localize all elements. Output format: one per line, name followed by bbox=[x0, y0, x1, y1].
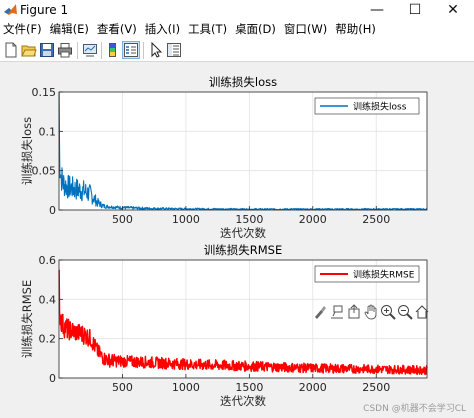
chart-title: 训练损失loss bbox=[209, 75, 277, 89]
menu-edit[interactable]: 编辑(E) bbox=[49, 22, 89, 36]
menu-file[interactable]: 文件(F) bbox=[3, 22, 42, 36]
axes-box bbox=[58, 259, 428, 379]
edit-plot-icon[interactable] bbox=[148, 42, 164, 58]
home-icon[interactable] bbox=[414, 304, 430, 320]
y-tick-label: 0.05 bbox=[32, 165, 57, 178]
axes-box bbox=[58, 91, 428, 211]
x-tick-label: 2000 bbox=[299, 381, 327, 394]
close-icon: ✕ bbox=[447, 2, 459, 18]
y-axis-label: 训练损失loss bbox=[20, 117, 34, 185]
watermark: CSDN @机器不会学习CL bbox=[363, 404, 466, 414]
chart-2: 500 1000 1500 2000 2500 0 0.2 0.4 0.6 训练损失RMSE 迭代次… bbox=[20, 243, 428, 408]
y-tick-label: 0.2 bbox=[39, 333, 57, 346]
zoom-out-icon[interactable] bbox=[397, 304, 413, 320]
y-tick-label: 0.1 bbox=[39, 125, 57, 138]
series-line bbox=[58, 269, 428, 376]
zoom-in-icon[interactable] bbox=[380, 304, 396, 320]
series-line bbox=[58, 91, 428, 211]
brush-icon[interactable] bbox=[312, 304, 328, 320]
chart-title: 训练损失RMSE bbox=[204, 243, 282, 257]
insert-legend-icon[interactable] bbox=[122, 41, 140, 59]
data-tips-icon[interactable] bbox=[329, 304, 345, 320]
maximize-icon: ☐ bbox=[408, 2, 422, 18]
new-figure-icon[interactable] bbox=[3, 42, 19, 58]
figure-toolbar bbox=[0, 39, 474, 62]
menu-tools[interactable]: 工具(T) bbox=[188, 22, 228, 36]
x-tick-label: 1500 bbox=[235, 381, 263, 394]
window-title: Figure 1 bbox=[20, 3, 69, 17]
y-tick-label: 0.15 bbox=[32, 86, 57, 99]
toolbar-separator bbox=[77, 42, 78, 59]
x-axis-label: 迭代次数 bbox=[220, 226, 266, 240]
y-tick-label: 0.6 bbox=[39, 254, 57, 267]
print-icon[interactable] bbox=[57, 42, 73, 58]
x-axis-label: 迭代次数 bbox=[220, 394, 266, 408]
x-tick-label: 1500 bbox=[235, 213, 263, 226]
figure-plots: 500 1000 1500 2000 2500 0 0.05 0.1 0.15 训练损失loss 迭… bbox=[20, 75, 428, 408]
property-inspector-icon[interactable] bbox=[166, 42, 182, 58]
window-titlebar: Figure 1 — ☐ ✕ bbox=[0, 0, 474, 21]
minimize-icon: — bbox=[370, 2, 384, 18]
menu-bar: 文件(F) 编辑(E) 查看(V) 插入(I) 工具(T) 桌面(D) 窗口(W… bbox=[0, 20, 474, 39]
x-tick-label: 2500 bbox=[362, 381, 390, 394]
minimize-button[interactable]: — bbox=[358, 0, 396, 20]
link-plot-icon[interactable] bbox=[82, 42, 98, 58]
y-tick-label: 0.4 bbox=[39, 293, 57, 306]
menu-insert[interactable]: 插入(I) bbox=[144, 22, 181, 36]
legend-label: 训练损失RMSE bbox=[353, 269, 415, 281]
close-button[interactable]: ✕ bbox=[434, 0, 472, 20]
legend-box bbox=[314, 265, 420, 283]
menu-help[interactable]: 帮助(H) bbox=[335, 22, 376, 36]
y-axis-label: 训练损失RMSE bbox=[20, 280, 34, 358]
x-tick-label: 500 bbox=[112, 213, 133, 226]
insert-colorbar-icon[interactable] bbox=[105, 42, 121, 58]
pan-icon[interactable] bbox=[363, 304, 379, 320]
y-tick-label: 0 bbox=[49, 204, 56, 217]
x-tick-label: 1000 bbox=[172, 213, 200, 226]
x-tick-label: 2500 bbox=[362, 213, 390, 226]
menu-window[interactable]: 窗口(W) bbox=[283, 22, 328, 36]
figure-canvas: 500 1000 1500 2000 2500 0 0.05 0.1 0.15 训练损失loss 迭… bbox=[0, 62, 474, 418]
x-tick-label: 1000 bbox=[172, 381, 200, 394]
export-icon[interactable] bbox=[346, 304, 362, 320]
save-icon[interactable] bbox=[39, 42, 55, 58]
x-tick-label: 2000 bbox=[299, 213, 327, 226]
x-tick-label: 500 bbox=[112, 381, 133, 394]
legend-box bbox=[314, 97, 420, 115]
maximize-button[interactable]: ☐ bbox=[396, 0, 434, 20]
y-tick-label: 0 bbox=[49, 372, 56, 385]
open-file-icon[interactable] bbox=[21, 42, 37, 58]
chart-1: 500 1000 1500 2000 2500 0 0.05 0.1 0.15 训练损失loss 迭… bbox=[20, 75, 428, 240]
matlab-logo-icon bbox=[4, 4, 17, 15]
toolbar-separator bbox=[143, 42, 144, 59]
menu-desktop[interactable]: 桌面(D) bbox=[235, 22, 276, 36]
menu-view[interactable]: 查看(V) bbox=[96, 22, 137, 36]
toolbar-separator bbox=[101, 42, 102, 59]
legend-label: 训练损失loss bbox=[353, 101, 407, 113]
